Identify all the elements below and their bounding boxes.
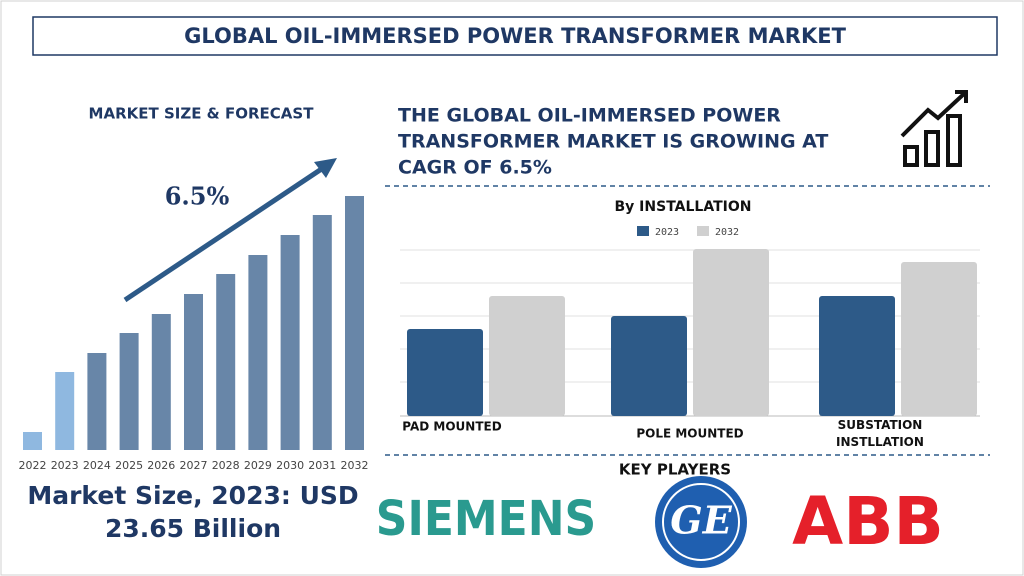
x-tick-label: SUBSTATION INSTLLATION xyxy=(836,418,924,449)
bar xyxy=(693,249,769,416)
bar xyxy=(151,314,171,450)
x-tick-label: 2023 xyxy=(51,459,79,472)
section-title: KEY PLAYERS xyxy=(619,461,731,479)
x-tick-label: PAD MOUNTED xyxy=(402,420,501,434)
market-size: 23.65 Billion xyxy=(105,514,281,543)
x-tick-label: 2032 xyxy=(341,459,369,472)
bar xyxy=(345,196,364,450)
chart-title: MARKET SIZE & FORECAST xyxy=(89,105,315,123)
headline: TRANSFORMER MARKET IS GROWING AT xyxy=(398,131,828,153)
headline: CAGR OF 6.5% xyxy=(398,157,552,179)
bar xyxy=(901,262,977,416)
bar xyxy=(819,296,895,416)
x-tick-label: 2028 xyxy=(212,459,240,472)
bar xyxy=(489,296,565,416)
logo-ge: GE xyxy=(670,498,732,543)
legend-swatch xyxy=(697,226,709,236)
bar xyxy=(280,235,300,450)
bar xyxy=(87,353,107,450)
logo-siemens: SIEMENS xyxy=(376,490,596,547)
x-tick-label: 2022 xyxy=(19,459,47,472)
arrow-head xyxy=(314,158,337,178)
growth-arrow xyxy=(123,163,328,303)
logo-abb: ABB xyxy=(792,483,944,560)
bar xyxy=(184,294,203,450)
bar xyxy=(312,215,332,450)
bar xyxy=(216,274,236,450)
x-tick-label: 2025 xyxy=(115,459,143,472)
cagr-annotation: 6.5% xyxy=(165,182,230,211)
x-tick-label: 2031 xyxy=(308,459,336,472)
x-tick-label: 2027 xyxy=(180,459,208,472)
bar xyxy=(55,372,75,450)
bar xyxy=(248,255,268,450)
bar xyxy=(407,329,483,416)
logo-ge-circle xyxy=(655,476,747,568)
x-tick-label: 2030 xyxy=(276,459,304,472)
bar xyxy=(23,432,42,450)
logo-ge-ring xyxy=(662,483,740,561)
bar xyxy=(119,333,139,450)
market-size: Market Size, 2023: USD xyxy=(27,481,358,510)
bar xyxy=(611,316,687,416)
legend-swatch xyxy=(637,226,649,236)
chart-title: By INSTALLATION xyxy=(615,199,752,215)
growth-icon xyxy=(900,90,968,167)
page-title: GLOBAL OIL-IMMERSED POWER TRANSFORMER MA… xyxy=(184,24,846,48)
legend-label: 2032 xyxy=(715,227,739,238)
title-box xyxy=(32,16,998,56)
x-tick-label: 2024 xyxy=(83,459,111,472)
x-tick-label: 2029 xyxy=(244,459,272,472)
headline: THE GLOBAL OIL-IMMERSED POWER xyxy=(398,105,781,127)
x-tick-label: POLE MOUNTED xyxy=(636,427,743,441)
legend-label: 2023 xyxy=(655,227,679,238)
x-tick-label: 2026 xyxy=(147,459,175,472)
